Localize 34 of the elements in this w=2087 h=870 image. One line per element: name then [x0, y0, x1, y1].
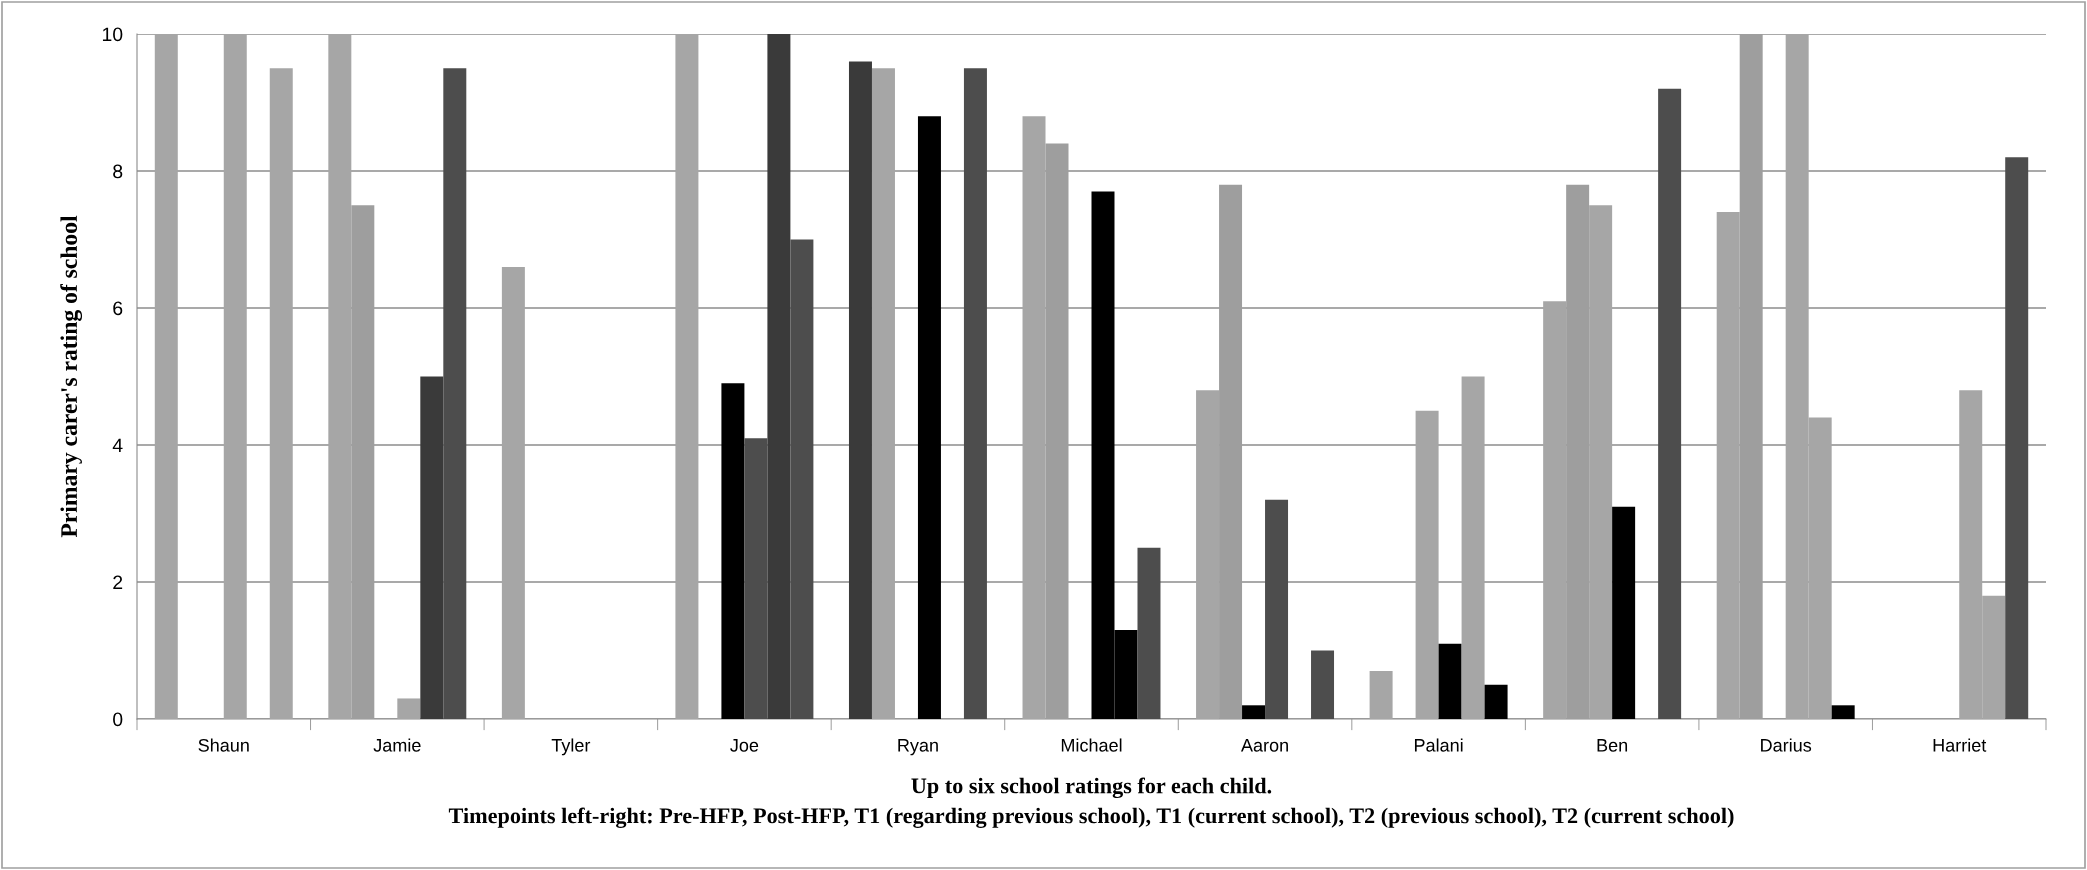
- bar: [2005, 157, 2029, 719]
- x-tick-label: Palani: [1414, 738, 1463, 752]
- bar: [1369, 671, 1393, 719]
- y-tick-label: 2: [113, 575, 123, 590]
- x-tick-label: Aaron: [1240, 739, 1288, 752]
- bar: [848, 61, 872, 719]
- y-tick-label: 0: [113, 712, 123, 727]
- x-tick-label: Jamie: [373, 738, 421, 752]
- x-tick-label: Harriet: [1933, 738, 1987, 752]
- bar: [1461, 376, 1485, 719]
- x-tick-label: Ryan: [898, 739, 938, 756]
- x-tick-label: Ben: [1597, 739, 1628, 752]
- bar: [790, 239, 814, 719]
- y-axis-title: Primary carer's rating of school: [60, 215, 83, 538]
- x-tick-label: Joe: [730, 739, 759, 752]
- bar: [420, 376, 444, 719]
- bar: [443, 68, 467, 719]
- bar: [675, 34, 699, 719]
- bar: [963, 68, 987, 719]
- bar: [501, 266, 525, 719]
- y-tick-label: 8: [113, 164, 123, 179]
- y-tick-label: 10: [102, 27, 123, 42]
- x-tick-label: Shaun: [198, 738, 249, 752]
- x-axis-title: Up to six school ratings for each child. Timepoints left-right: Pre-HFP, Post-HFP, T1 (regarding previous school), T1 (current school), T2 (previous school), T2 (current school): [448, 777, 1734, 828]
- bar: [1658, 88, 1682, 719]
- x-tick-label: Darius: [1761, 738, 1812, 752]
- x-tick-label: Michael: [1061, 738, 1122, 752]
- bar: [767, 34, 791, 719]
- y-tick-label: 6: [113, 301, 123, 316]
- bar: [154, 34, 178, 719]
- y-tick-label: 4: [112, 438, 123, 453]
- bar: [1137, 547, 1161, 719]
- x-tick-label: Tyler: [551, 738, 591, 756]
- bar: [1311, 650, 1335, 719]
